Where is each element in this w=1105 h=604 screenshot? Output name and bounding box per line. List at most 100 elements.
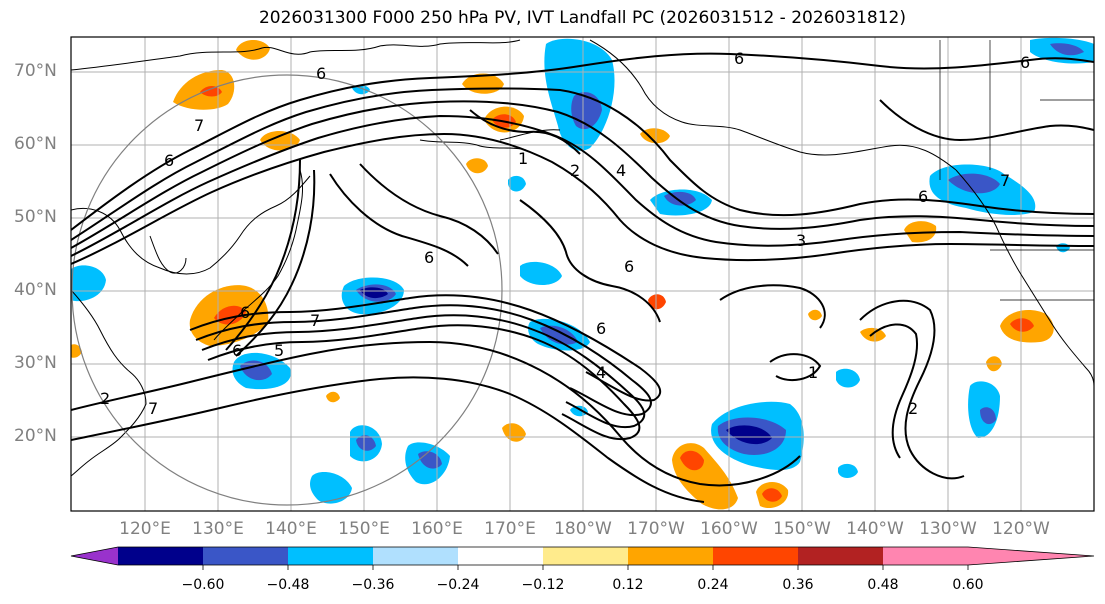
colorbar-extend-low [71, 547, 118, 565]
pv-contour [769, 353, 822, 382]
lat-label: 30°N [14, 353, 57, 373]
contour-label: 6 [424, 248, 434, 267]
contour-label: 7 [1000, 171, 1010, 190]
contour-label: 4 [616, 161, 626, 180]
colorbar-tick-label: 0.12 [612, 577, 644, 593]
colorbar-tick-label: −0.48 [266, 577, 310, 593]
contour-label: 2 [570, 161, 580, 180]
coastline-korea [149, 235, 187, 274]
contour-label: 1 [518, 149, 528, 168]
contour-label: 6 [232, 341, 242, 360]
pv-contour [329, 173, 469, 267]
contour-label-layer: 6 7 6 1 2 4 6 6 6 7 6 3 6 7 2 4 6 7 6 5 … [100, 49, 1030, 418]
contour-label: 7 [194, 116, 204, 135]
map-title: 2026031300 F000 250 hPa PV, IVT Landfall… [258, 8, 906, 28]
contour-label: 6 [240, 303, 250, 322]
pv-contour [235, 169, 316, 357]
colorbar-bin [713, 547, 798, 565]
pv-contour [869, 323, 918, 459]
negative-anomaly-region [71, 37, 1094, 504]
lat-label: 50°N [14, 207, 57, 227]
contour-label: 7 [148, 399, 158, 418]
contour-label: 7 [310, 311, 320, 330]
map-frame [70, 36, 1095, 512]
colorbar-extend-high [968, 547, 1094, 565]
colorbar-bin [628, 547, 713, 565]
contour-label: 6 [734, 49, 744, 68]
lon-label: 120°E [119, 519, 171, 539]
lat-label: 70°N [14, 61, 57, 81]
pv-contour [71, 132, 1094, 265]
pv-contour [71, 114, 1094, 257]
lon-label: 150°W [773, 519, 831, 539]
pv-contour [71, 52, 1094, 231]
colorbar-tick-label: −0.60 [181, 577, 225, 593]
lat-label: 60°N [14, 134, 57, 154]
pv-contour [71, 340, 801, 487]
coastline-china [71, 289, 147, 477]
colorbar-tick-label: −0.24 [436, 577, 480, 593]
coastline-north-america-west [955, 169, 1094, 387]
contour-label: 4 [596, 363, 606, 382]
lat-label: 20°N [14, 426, 57, 446]
lon-label: 120°W [992, 519, 1050, 539]
pv-contour-layer [71, 52, 1094, 503]
contour-label: 6 [596, 319, 606, 338]
lon-label: 140°W [846, 519, 904, 539]
pv-contour [195, 304, 652, 417]
contour-label: 1 [808, 363, 818, 382]
colorbar-bin [458, 547, 543, 565]
contour-label: 3 [796, 231, 806, 250]
colorbar-outline [70, 546, 1095, 566]
colorbar-bin [543, 547, 628, 565]
contour-label: 6 [624, 257, 634, 276]
lon-label: 140°E [265, 519, 317, 539]
coastline-siberia [71, 39, 521, 71]
colorbar-tick-label: 0.60 [952, 577, 984, 593]
contour-label: 2 [908, 399, 918, 418]
lon-label: 130°E [192, 519, 244, 539]
contour-label: 6 [918, 187, 928, 206]
colorbar-tick-label: 0.48 [867, 577, 899, 593]
pv-contour [71, 376, 705, 503]
coastline-alaska [589, 39, 957, 171]
colorbar-bin [203, 547, 288, 565]
colorbar-bin [288, 547, 373, 565]
colorbar-tick-label: 0.36 [782, 577, 814, 593]
pv-contour [189, 294, 661, 402]
pv-contour [225, 159, 301, 351]
pv-contour [519, 199, 661, 323]
pv-contour [359, 163, 499, 255]
contour-label: 6 [164, 151, 174, 170]
region-circle [71, 74, 503, 506]
colorbar-bin [883, 547, 968, 565]
coastline-kamchatka [419, 139, 527, 151]
lon-label: 170°E [484, 519, 536, 539]
lon-label: 180°W [554, 519, 612, 539]
graticule [71, 37, 1094, 511]
contour-label: 6 [1020, 53, 1030, 72]
pv-contour [71, 100, 1094, 249]
pv-contour [859, 299, 965, 480]
colorbar-tick-label: 0.24 [697, 577, 729, 593]
pv-contour [71, 87, 1094, 241]
lon-label: 150°E [338, 519, 390, 539]
coastline-borders [939, 40, 1094, 301]
coastline-japan [213, 169, 303, 341]
colorbar-bin [118, 547, 203, 565]
pv-contour [719, 284, 826, 329]
contour-label: 2 [100, 389, 110, 408]
colorbar-bin [373, 547, 458, 565]
contour-label: 6 [316, 64, 326, 83]
colorbar-bin [798, 547, 883, 565]
pv-contour [469, 109, 581, 155]
pv-contour [201, 314, 646, 429]
contour-label: 5 [274, 341, 284, 360]
pv-contour [207, 324, 641, 441]
lat-label: 40°N [14, 280, 57, 300]
lon-label: 160°E [411, 519, 463, 539]
colorbar-tick-label: −0.36 [351, 577, 395, 593]
lon-label: 160°W [700, 519, 758, 539]
colorbar-tick-label: −0.12 [521, 577, 565, 593]
